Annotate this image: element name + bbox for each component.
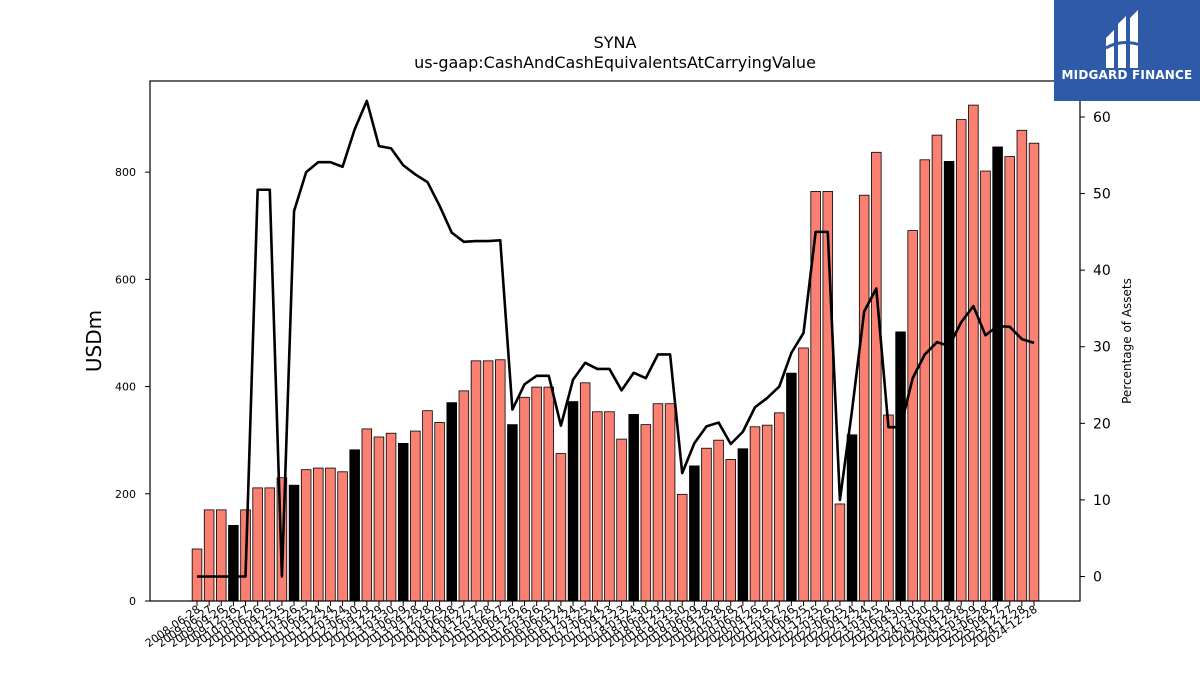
y2-tick-label: 40: [1093, 263, 1111, 279]
bar: [567, 401, 579, 602]
bar: [337, 471, 348, 602]
bar: [216, 509, 227, 602]
bar: [531, 386, 542, 602]
bar: [713, 439, 724, 602]
plot-frame: [149, 80, 1081, 602]
bar: [203, 509, 215, 602]
bar: [191, 548, 203, 602]
bar: [676, 493, 688, 602]
bar: [664, 403, 676, 602]
bar: [1004, 156, 1015, 602]
y-tick-label: 400: [115, 381, 136, 394]
y-tick-label: 200: [115, 488, 136, 501]
midgard-finance-logo: MIDGARD FINANCE: [1054, 0, 1200, 101]
bar: [604, 411, 615, 602]
y-tick-label: 0: [129, 595, 136, 608]
bar: [543, 386, 555, 602]
bar: [701, 447, 712, 602]
y2-tick-label: 60: [1093, 110, 1111, 126]
bar: [883, 414, 894, 602]
midgard-logo-icon: [1105, 10, 1145, 68]
y2-axis-label: Percentage of Assets: [1120, 278, 1134, 404]
bar: [907, 230, 918, 602]
bar: [919, 159, 931, 602]
bar: [446, 402, 457, 602]
bar: [482, 360, 494, 602]
bar: [434, 422, 445, 602]
bar: [640, 424, 652, 602]
bar: [871, 151, 882, 602]
bar: [264, 487, 276, 602]
y2-tick-label: 20: [1093, 416, 1111, 432]
chart-title: SYNA: [594, 33, 637, 52]
y-tick-label: 800: [115, 166, 136, 179]
bar: [458, 390, 470, 602]
bar: [555, 453, 567, 602]
bar: [786, 372, 797, 602]
bar: [737, 448, 749, 602]
bar: [725, 459, 736, 602]
bar: [652, 403, 664, 602]
bar: [470, 360, 482, 602]
bar: [774, 412, 785, 602]
bar: [385, 432, 397, 602]
bar: [361, 428, 373, 602]
bar: [228, 525, 239, 602]
bar: [397, 442, 409, 602]
y-tick-label: 600: [115, 273, 136, 286]
bar: [300, 469, 312, 602]
bar: [495, 359, 506, 602]
bar: [288, 484, 300, 602]
bar: [616, 438, 627, 602]
bar: [1028, 142, 1040, 602]
bar: [858, 194, 870, 602]
bar: [846, 434, 858, 602]
y2-tick-label: 10: [1093, 493, 1111, 509]
bar: [931, 134, 943, 602]
bar: [349, 449, 360, 602]
bar: [943, 161, 955, 602]
y-axis-label: USDm: [82, 310, 106, 372]
bar: [252, 487, 263, 602]
bar: [325, 467, 336, 602]
y2-tick-label: 0: [1093, 569, 1102, 585]
bar: [592, 411, 603, 602]
logo-text: MIDGARD FINANCE: [1061, 68, 1193, 82]
y2-tick-label: 30: [1093, 340, 1111, 356]
bar: [749, 426, 761, 602]
bar: [628, 414, 639, 602]
bar: [373, 436, 385, 602]
bar: [992, 146, 1003, 602]
bar: [798, 347, 809, 602]
bar: [980, 170, 991, 602]
bar: [313, 467, 324, 602]
percentage-line: [197, 99, 1035, 578]
bar: [519, 396, 530, 602]
y2-tick-label: 50: [1093, 187, 1111, 203]
bar: [955, 119, 967, 602]
bar: [422, 410, 433, 602]
bar: [895, 331, 906, 602]
chart-subtitle: us-gaap:CashAndCashEquivalentsAtCarrying…: [414, 53, 816, 72]
bar: [834, 503, 846, 602]
bar: [1016, 129, 1028, 602]
bar: [968, 104, 979, 602]
bar: [761, 424, 773, 602]
bar: [410, 430, 421, 602]
bar: [689, 465, 700, 602]
bar: [507, 424, 518, 602]
bar: [579, 382, 591, 602]
